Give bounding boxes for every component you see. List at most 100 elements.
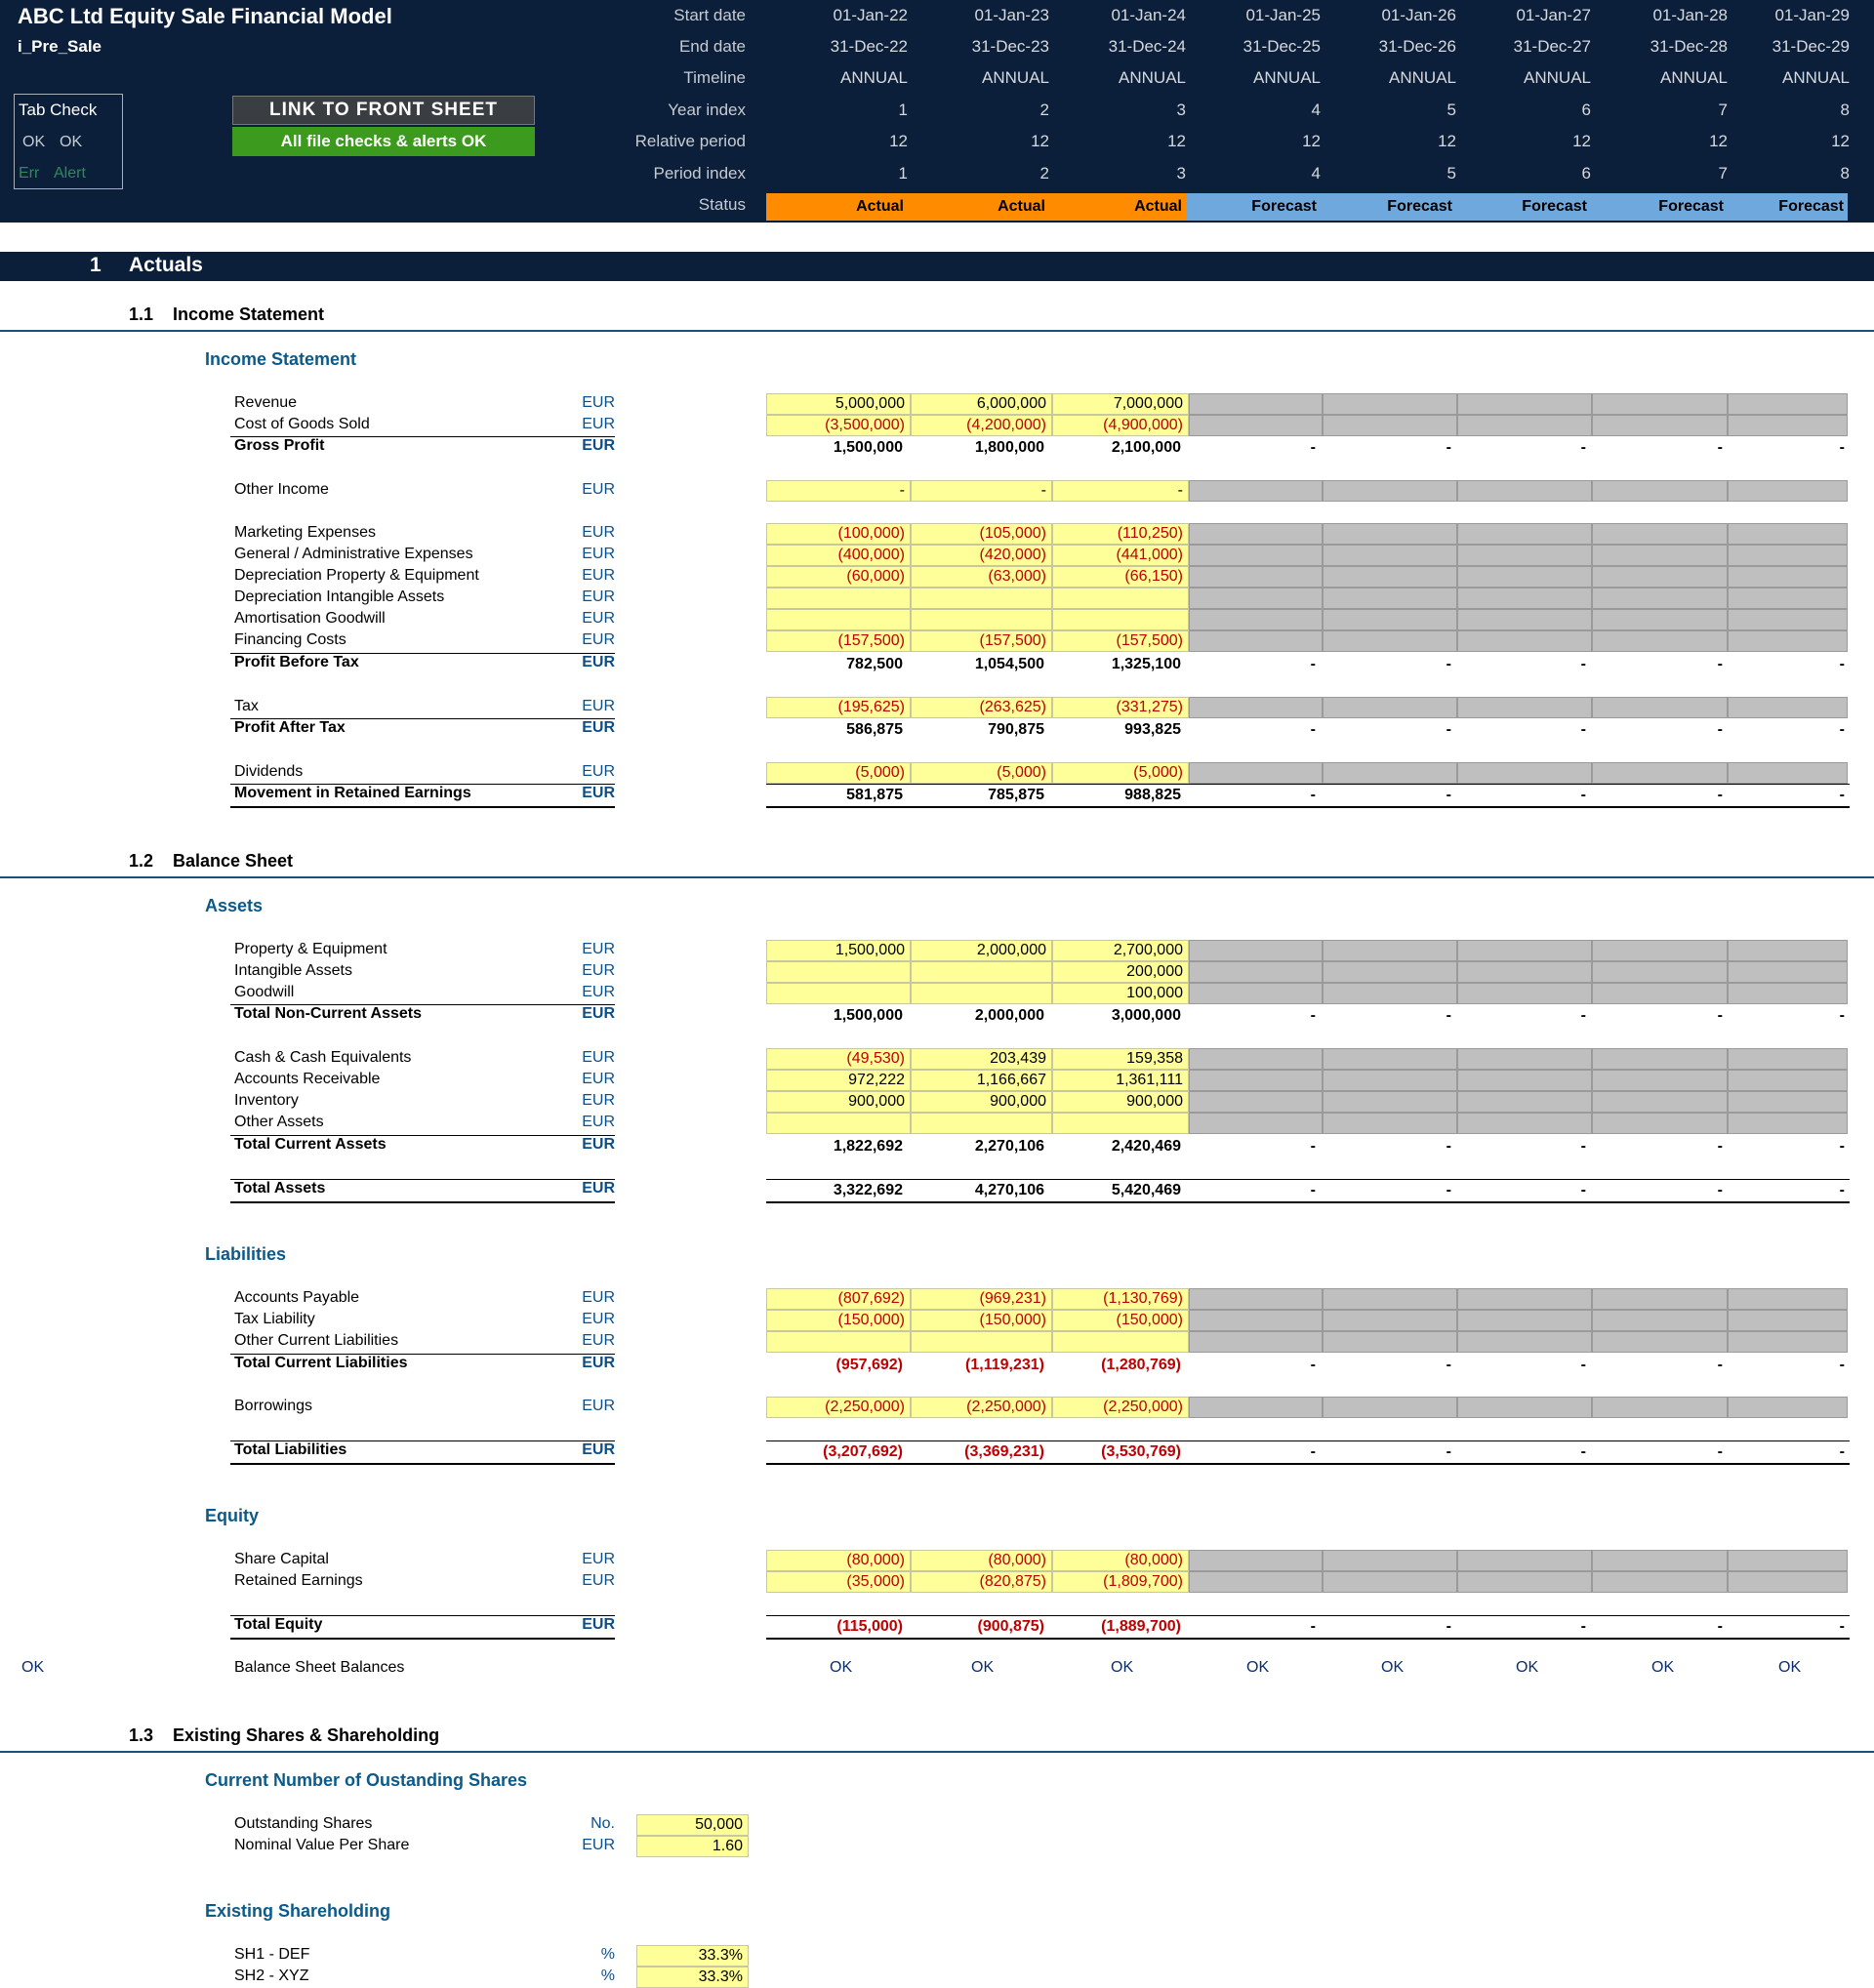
input-cell-re[interactable]: (1,809,700) <box>1052 1571 1189 1593</box>
forecast-cell[interactable] <box>1189 1571 1323 1593</box>
forecast-cell[interactable] <box>1457 566 1592 588</box>
forecast-cell[interactable] <box>1323 545 1457 566</box>
forecast-cell[interactable] <box>1592 1397 1728 1418</box>
input-cell-cash[interactable]: 159,358 <box>1052 1048 1189 1070</box>
forecast-cell[interactable] <box>1323 1550 1457 1571</box>
forecast-cell[interactable] <box>1457 983 1592 1004</box>
forecast-cell[interactable] <box>1592 609 1728 630</box>
forecast-cell[interactable] <box>1323 961 1457 983</box>
forecast-cell[interactable] <box>1189 523 1323 545</box>
input-cell-intang[interactable] <box>766 961 911 983</box>
forecast-cell[interactable] <box>1592 1113 1728 1134</box>
forecast-cell[interactable] <box>1323 630 1457 652</box>
input-cell-marketing[interactable]: (105,000) <box>911 523 1052 545</box>
forecast-cell[interactable] <box>1457 1113 1592 1134</box>
forecast-cell[interactable] <box>1592 1571 1728 1593</box>
input-cell-revenue[interactable]: 7,000,000 <box>1052 393 1189 415</box>
input-cell-fin[interactable]: (157,500) <box>766 630 911 652</box>
input-cell-other_income[interactable]: - <box>911 480 1052 502</box>
input-cell-borr[interactable]: (2,250,000) <box>911 1397 1052 1418</box>
input-cell-ppe[interactable]: 1,500,000 <box>766 940 911 961</box>
input-cell-marketing[interactable]: (110,250) <box>1052 523 1189 545</box>
input-cell-ga[interactable]: (400,000) <box>766 545 911 566</box>
forecast-cell[interactable] <box>1189 1310 1323 1331</box>
forecast-cell[interactable] <box>1457 480 1592 502</box>
forecast-cell[interactable] <box>1189 545 1323 566</box>
input-cell-ap[interactable]: (807,692) <box>766 1288 911 1310</box>
input-cell-dep_ppe[interactable]: (63,000) <box>911 566 1052 588</box>
input-cell-dep_ppe[interactable]: (66,150) <box>1052 566 1189 588</box>
forecast-cell[interactable] <box>1592 1091 1728 1113</box>
input-cell-other_income[interactable]: - <box>1052 480 1189 502</box>
forecast-cell[interactable] <box>1189 480 1323 502</box>
input-cell-revenue[interactable]: 6,000,000 <box>911 393 1052 415</box>
input-cell-ap[interactable]: (1,130,769) <box>1052 1288 1189 1310</box>
input-cell-div[interactable]: (5,000) <box>766 762 911 784</box>
input-cell-oa[interactable] <box>1052 1113 1189 1134</box>
forecast-cell[interactable] <box>1592 415 1728 436</box>
forecast-cell[interactable] <box>1323 1070 1457 1091</box>
input-cell-goodwill[interactable]: 100,000 <box>1052 983 1189 1004</box>
input-cell-sc[interactable]: (80,000) <box>911 1550 1052 1571</box>
input-cell-ppe[interactable]: 2,700,000 <box>1052 940 1189 961</box>
forecast-cell[interactable] <box>1457 588 1592 609</box>
forecast-cell[interactable] <box>1592 630 1728 652</box>
forecast-cell[interactable] <box>1457 1048 1592 1070</box>
forecast-cell[interactable] <box>1189 1288 1323 1310</box>
input-cell-other_income[interactable]: - <box>766 480 911 502</box>
forecast-cell[interactable] <box>1728 1070 1848 1091</box>
input-cell-inv[interactable]: 900,000 <box>911 1091 1052 1113</box>
forecast-cell[interactable] <box>1323 1048 1457 1070</box>
input-cell-oa[interactable] <box>911 1113 1052 1134</box>
forecast-cell[interactable] <box>1457 961 1592 983</box>
input-cell-tax[interactable]: (331,275) <box>1052 697 1189 718</box>
forecast-cell[interactable] <box>1728 1091 1848 1113</box>
input-cell-sc[interactable]: (80,000) <box>1052 1550 1189 1571</box>
forecast-cell[interactable] <box>1457 545 1592 566</box>
forecast-cell[interactable] <box>1323 1113 1457 1134</box>
input-cell-dep_int[interactable] <box>766 588 911 609</box>
forecast-cell[interactable] <box>1457 523 1592 545</box>
forecast-cell[interactable] <box>1728 566 1848 588</box>
forecast-cell[interactable] <box>1728 1550 1848 1571</box>
input-cell-fin[interactable]: (157,500) <box>911 630 1052 652</box>
forecast-cell[interactable] <box>1457 393 1592 415</box>
forecast-cell[interactable] <box>1189 1397 1323 1418</box>
forecast-cell[interactable] <box>1323 1310 1457 1331</box>
forecast-cell[interactable] <box>1592 545 1728 566</box>
forecast-cell[interactable] <box>1457 1070 1592 1091</box>
forecast-cell[interactable] <box>1323 1091 1457 1113</box>
forecast-cell[interactable] <box>1189 609 1323 630</box>
input-cell-dep_ppe[interactable]: (60,000) <box>766 566 911 588</box>
forecast-cell[interactable] <box>1189 1091 1323 1113</box>
forecast-cell[interactable] <box>1457 1550 1592 1571</box>
forecast-cell[interactable] <box>1592 1048 1728 1070</box>
input-cell-dep_int[interactable] <box>1052 588 1189 609</box>
input-cell-taxl[interactable]: (150,000) <box>766 1310 911 1331</box>
forecast-cell[interactable] <box>1728 415 1848 436</box>
input-cell-inv[interactable]: 900,000 <box>766 1091 911 1113</box>
forecast-cell[interactable] <box>1592 1310 1728 1331</box>
share-input-nominal[interactable]: 1.60 <box>636 1836 749 1857</box>
forecast-cell[interactable] <box>1592 1550 1728 1571</box>
forecast-cell[interactable] <box>1323 983 1457 1004</box>
forecast-cell[interactable] <box>1728 630 1848 652</box>
forecast-cell[interactable] <box>1592 588 1728 609</box>
forecast-cell[interactable] <box>1457 415 1592 436</box>
input-cell-intang[interactable] <box>911 961 1052 983</box>
input-cell-amort[interactable] <box>911 609 1052 630</box>
forecast-cell[interactable] <box>1323 1331 1457 1353</box>
forecast-cell[interactable] <box>1323 697 1457 718</box>
input-cell-oa[interactable] <box>766 1113 911 1134</box>
forecast-cell[interactable] <box>1592 1331 1728 1353</box>
forecast-cell[interactable] <box>1728 940 1848 961</box>
forecast-cell[interactable] <box>1457 697 1592 718</box>
forecast-cell[interactable] <box>1323 415 1457 436</box>
forecast-cell[interactable] <box>1457 609 1592 630</box>
forecast-cell[interactable] <box>1457 1310 1592 1331</box>
input-cell-div[interactable]: (5,000) <box>911 762 1052 784</box>
forecast-cell[interactable] <box>1323 762 1457 784</box>
input-cell-ocl[interactable] <box>766 1331 911 1353</box>
share-input-outstanding[interactable]: 50,000 <box>636 1814 749 1836</box>
forecast-cell[interactable] <box>1323 1397 1457 1418</box>
